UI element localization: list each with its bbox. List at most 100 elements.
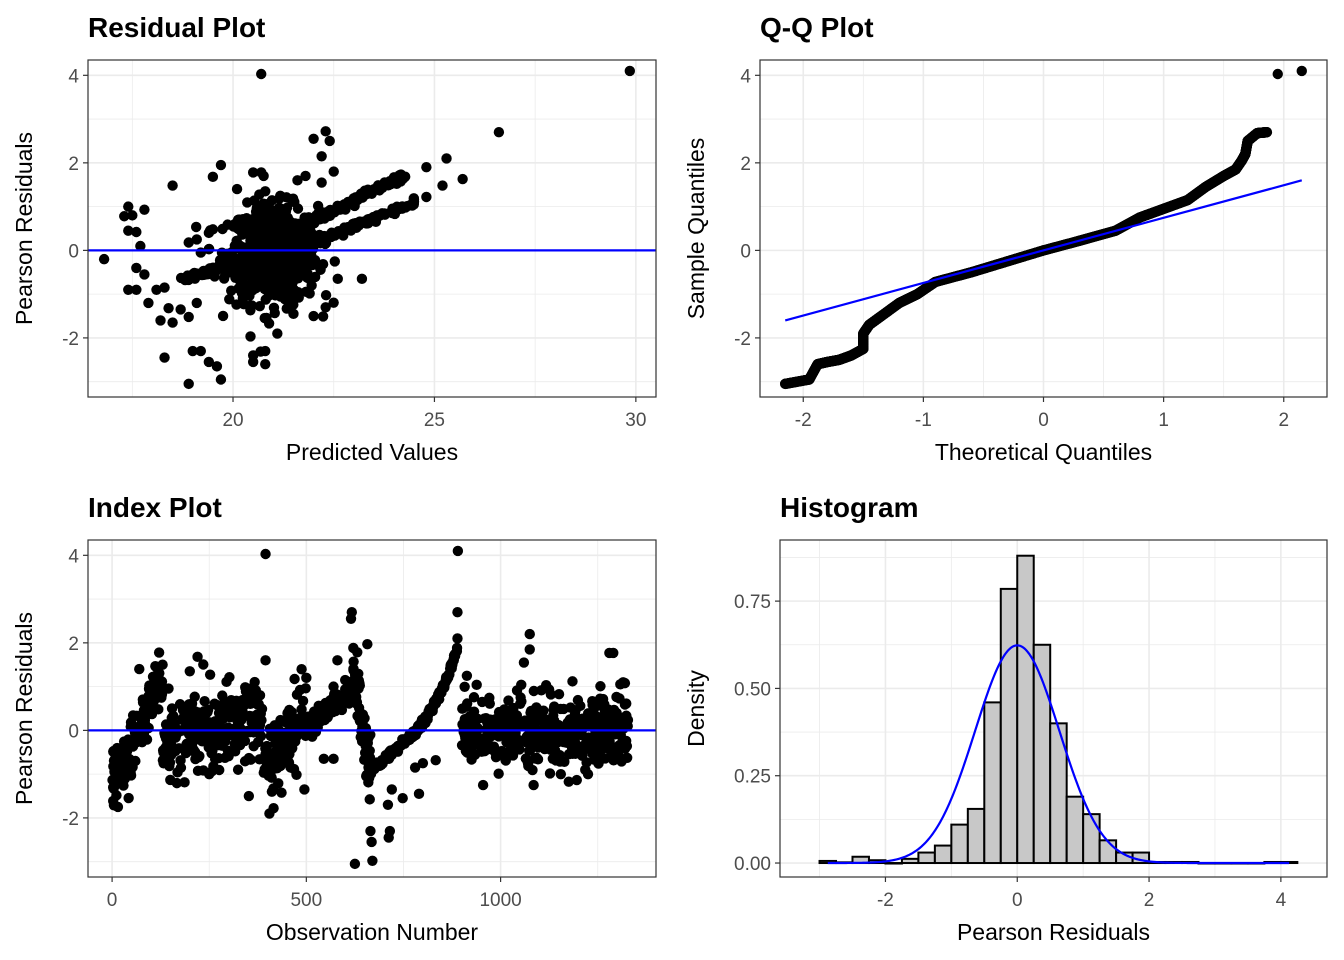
data-point	[542, 729, 554, 741]
data-point-outlier	[328, 681, 339, 692]
data-point	[503, 695, 514, 706]
data-point	[354, 714, 365, 725]
data-point	[296, 664, 307, 675]
x-axis-label: Predicted Values	[286, 439, 458, 465]
data-point	[237, 706, 248, 718]
y-tick-label: -2	[62, 329, 79, 350]
data-point-outlier	[175, 304, 186, 315]
data-point	[286, 737, 298, 748]
data-point	[522, 757, 534, 769]
data-point-core	[203, 243, 214, 255]
data-point-core	[218, 273, 230, 284]
histogram-bar	[1049, 722, 1068, 865]
data-point-core	[315, 264, 326, 275]
data-point	[202, 706, 213, 718]
data-point	[291, 689, 303, 700]
data-point	[223, 750, 234, 762]
data-point-outlier	[119, 211, 130, 222]
data-point	[198, 659, 209, 670]
data-point	[471, 679, 482, 691]
panel-qq: -2 -1 0 1 2 -2 0 2 4 Q-Q Plot Theoretical Quantile…	[683, 12, 1328, 465]
data-point-quantile	[858, 328, 869, 339]
data-point-outlier	[582, 768, 594, 780]
data-point-core	[309, 271, 321, 283]
data-point	[468, 692, 480, 703]
y-tick-label: 2	[68, 634, 79, 655]
y-tick-label: 4	[740, 66, 751, 87]
data-point-core	[230, 272, 241, 283]
data-point	[540, 679, 552, 691]
data-point	[516, 679, 527, 690]
histogram-bar	[917, 851, 936, 865]
data-point-core	[305, 249, 317, 261]
data-point-outlier	[260, 345, 271, 357]
data-point-outlier	[131, 226, 142, 238]
histogram-bar	[1016, 554, 1035, 865]
data-point-core	[269, 240, 280, 252]
y-tick-label: 4	[68, 546, 79, 567]
data-point	[363, 732, 374, 744]
histogram-bar	[999, 587, 1019, 865]
data-point-outlier	[98, 253, 110, 265]
data-point-core	[281, 192, 292, 203]
data-point-outlier	[300, 170, 311, 182]
data-point-outlier	[318, 753, 330, 765]
data-point-outlier	[264, 808, 275, 819]
data-point-outlier	[299, 784, 310, 795]
data-point	[140, 711, 151, 723]
data-point-quantile	[1158, 203, 1169, 215]
data-point	[621, 710, 632, 721]
data-point	[169, 719, 180, 730]
data-point-core	[329, 256, 340, 267]
data-point	[335, 695, 347, 706]
data-point-outlier	[260, 358, 271, 370]
data-point	[311, 706, 322, 717]
data-point	[565, 722, 577, 734]
data-point	[525, 744, 536, 755]
panel-border	[87, 59, 657, 398]
data-point-core	[246, 300, 258, 311]
data-point	[223, 701, 235, 713]
data-point	[208, 761, 219, 772]
data-point	[209, 698, 220, 709]
y-tick-label: 0.75	[734, 592, 771, 613]
data-point	[251, 691, 262, 702]
histogram-bar	[1065, 795, 1085, 865]
data-point	[280, 716, 291, 728]
data-point-outlier	[386, 784, 398, 795]
histogram-bar	[900, 857, 920, 865]
data-point	[260, 743, 271, 754]
data-point-upper-band	[384, 175, 396, 187]
data-point-outlier	[345, 613, 357, 624]
data-point-upper-band	[309, 217, 320, 228]
data-point	[420, 713, 431, 725]
data-point-core	[233, 223, 244, 235]
x-tick-label: -1	[915, 410, 932, 431]
data-point-quantile	[1252, 127, 1263, 139]
data-point	[180, 747, 192, 759]
data-point-quantile	[822, 356, 833, 368]
y-axis-label: Sample Quantiles	[683, 138, 709, 320]
data-point-outlier	[231, 183, 243, 195]
data-point-core	[292, 203, 304, 214]
data-point-outlier	[195, 247, 206, 258]
data-marks	[780, 65, 1307, 390]
data-point	[564, 714, 576, 725]
data-point-outlier	[215, 374, 227, 385]
data-point-outlier	[207, 171, 219, 183]
chart-title: Residual Plot	[88, 12, 265, 43]
data-point-outlier	[247, 356, 259, 368]
data-point	[199, 696, 210, 707]
data-point-lower-band	[326, 228, 337, 240]
data-point	[232, 764, 244, 775]
data-point	[544, 768, 556, 779]
data-point	[594, 693, 606, 704]
data-point-outlier	[155, 315, 166, 326]
data-point	[599, 706, 611, 717]
data-point	[549, 701, 560, 712]
data-point	[111, 790, 122, 801]
data-point-outlier	[316, 177, 327, 188]
data-point-upper-band	[393, 172, 404, 184]
data-point-outlier	[211, 361, 223, 372]
